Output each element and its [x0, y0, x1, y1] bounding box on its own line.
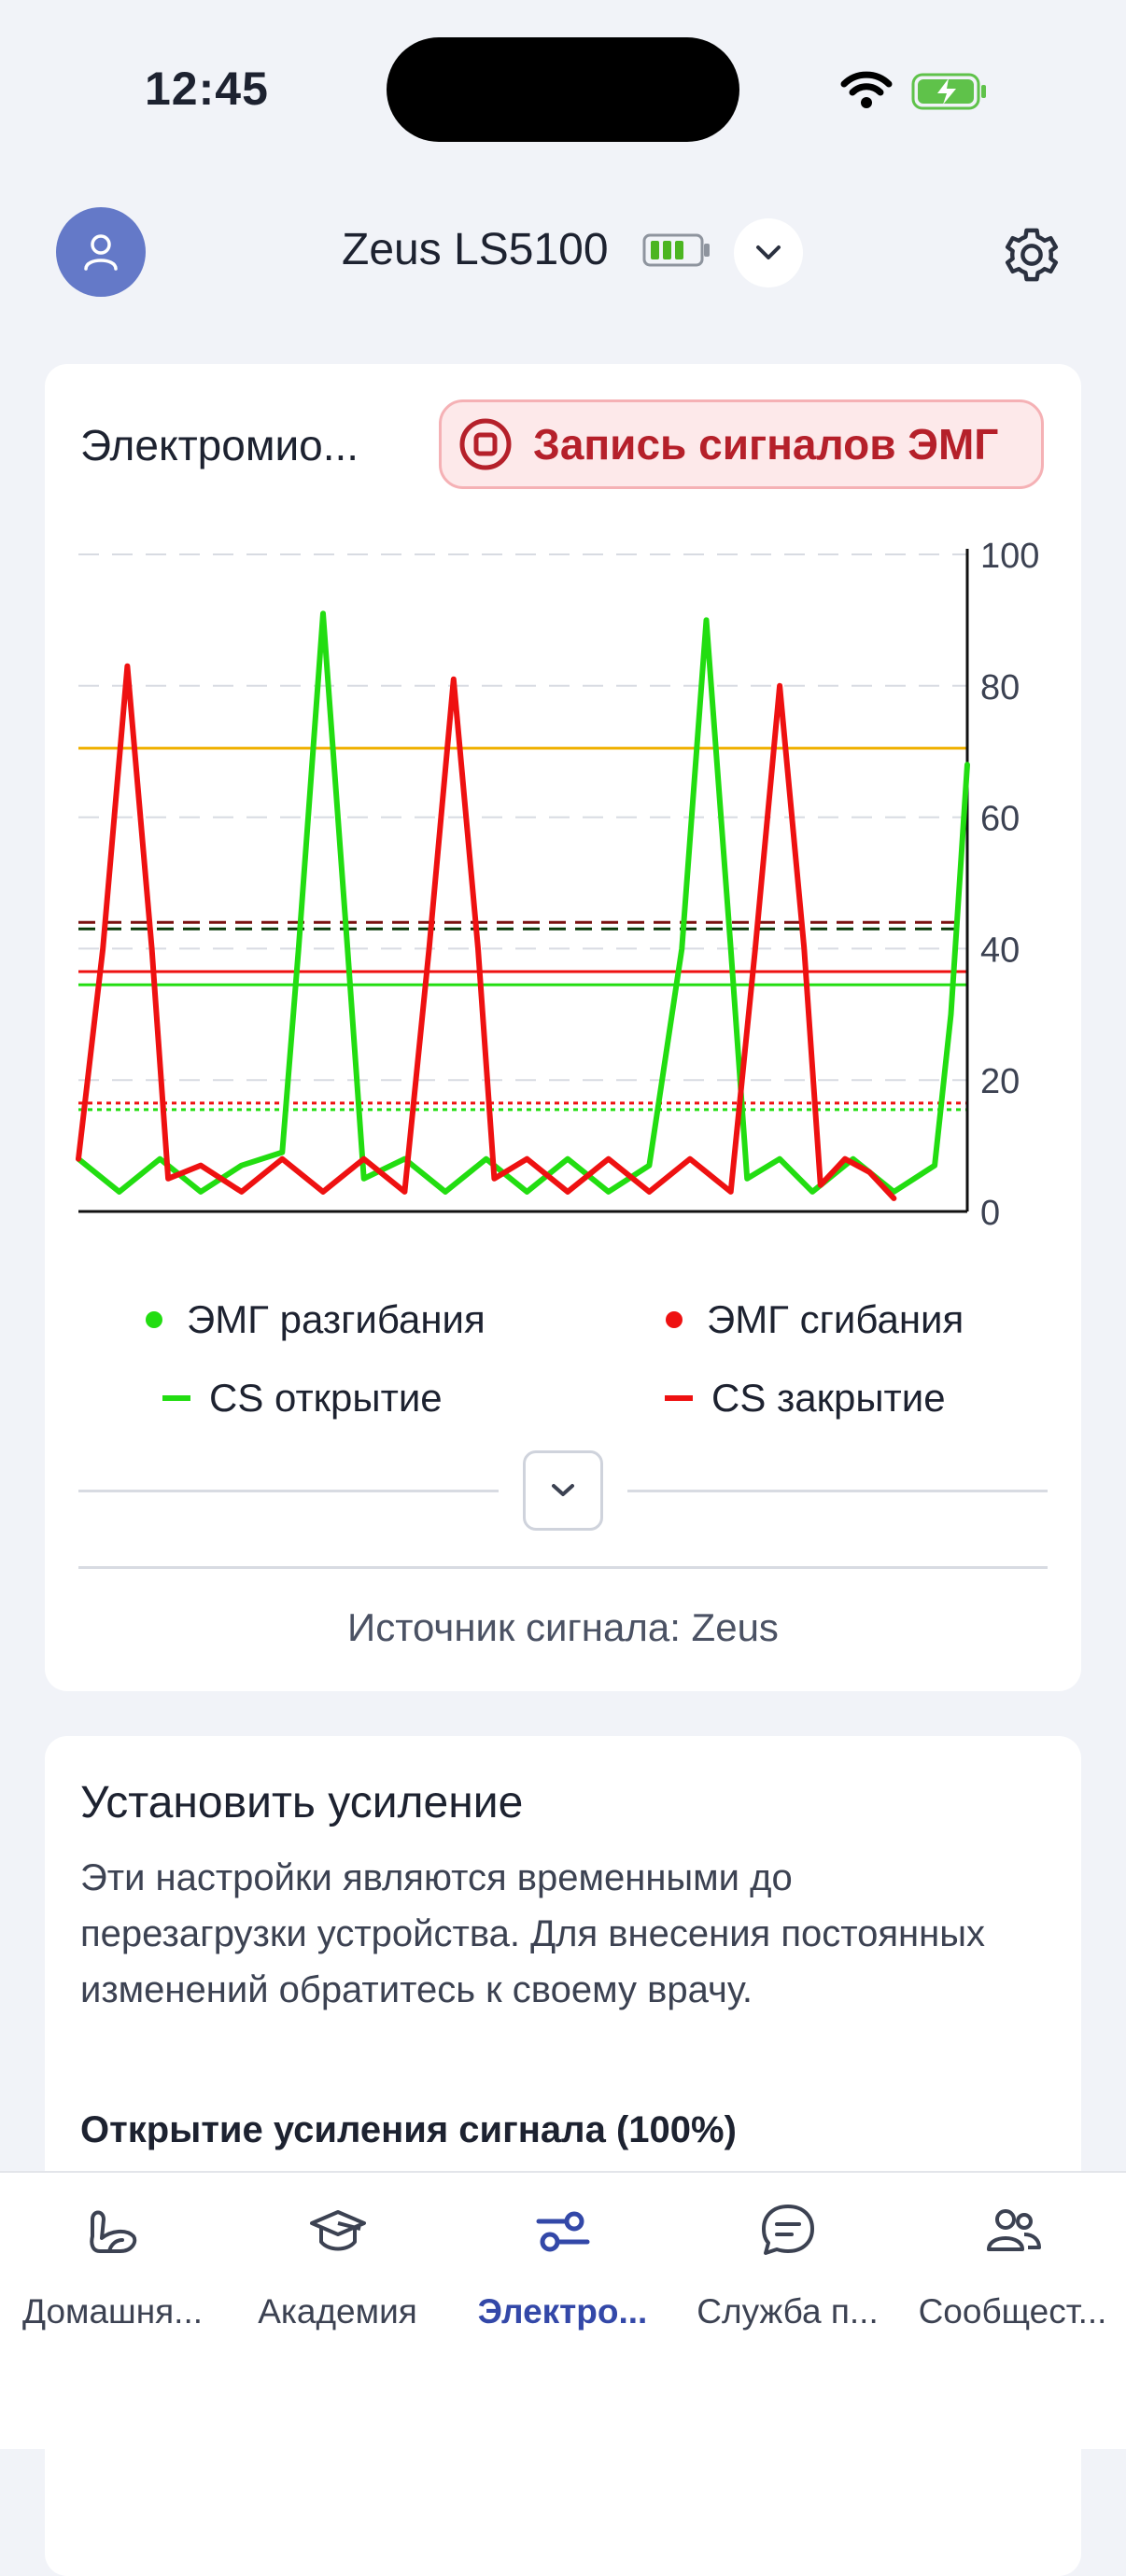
gain-card: Установить усиление Эти настройки являют… — [45, 1736, 1081, 2576]
tab-community[interactable]: Сообщест... — [900, 2173, 1125, 2359]
device-dropdown-button[interactable] — [734, 218, 803, 287]
gain-card-title: Установить усиление — [80, 1778, 524, 1827]
tab-label: Сообщест... — [918, 2292, 1107, 2331]
tab-label: Академия — [258, 2292, 417, 2331]
legend-dot — [666, 1311, 683, 1328]
y-tick-label: 40 — [980, 931, 1020, 970]
legend-label: CS открытие — [209, 1376, 443, 1420]
series-emg-flexion — [76, 663, 897, 1201]
emg-card-title: Электромио... — [80, 421, 359, 469]
device-battery-icon — [642, 233, 710, 267]
home-arm-icon — [89, 2210, 136, 2253]
status-time: 12:45 — [145, 63, 269, 115]
gain-card-description: Эти настройки являются временными до пер… — [80, 1857, 985, 2010]
y-tick-label: 100 — [980, 537, 1039, 576]
legend-dash — [162, 1395, 190, 1401]
legend-emg-extension: ЭМГ разгибания — [146, 1297, 486, 1342]
divider — [627, 1490, 1048, 1492]
tab-label: Служба п... — [697, 2292, 879, 2331]
legend-cs-close: CS закрытие — [665, 1376, 946, 1421]
tab-academy[interactable]: Академия — [225, 2173, 450, 2359]
legend-label: ЭМГ сгибания — [707, 1297, 964, 1341]
divider — [78, 1490, 499, 1492]
emg-card: Электромио... Запись сигналов ЭМГ 0 20 40 6… — [45, 364, 1081, 1691]
chevron-down-icon — [552, 1484, 574, 1496]
y-tick-label: 0 — [980, 1194, 1000, 1233]
y-tick-label: 80 — [980, 668, 1020, 707]
sliders-icon — [536, 2211, 589, 2252]
divider — [78, 1566, 1048, 1569]
legend-dot — [146, 1311, 162, 1328]
legend-dash — [665, 1395, 693, 1401]
battery-charging-icon — [911, 73, 986, 110]
y-tick-label: 60 — [980, 800, 1020, 839]
profile-avatar-button[interactable] — [56, 207, 146, 297]
legend-label: ЭМГ разгибания — [187, 1297, 486, 1341]
bottom-tab-bar: Домашня... Академия Электро... Служба п.… — [0, 2171, 1126, 2449]
chat-icon — [761, 2205, 814, 2255]
record-emg-button[interactable]: Запись сигналов ЭМГ — [439, 399, 1044, 489]
expand-chart-button[interactable] — [523, 1450, 603, 1531]
tab-label: Домашня... — [21, 2292, 204, 2331]
status-bar: 12:45 — [0, 0, 1126, 177]
legend-cs-open: CS открытие — [162, 1376, 443, 1421]
chevron-down-icon — [756, 245, 781, 259]
y-tick-label: 20 — [980, 1062, 1020, 1101]
open-gain-label: Открытие усиления сигнала (100%) — [80, 2109, 737, 2150]
dynamic-island — [387, 37, 739, 142]
emg-chart: 0 20 40 60 80 100 — [76, 537, 1039, 1233]
series-emg-extension — [76, 610, 970, 1195]
wifi-icon — [840, 71, 893, 108]
signal-source: Источник сигнала: Zeus — [347, 1605, 779, 1649]
legend-emg-flexion: ЭМГ сгибания — [666, 1297, 964, 1342]
tab-label: Электро... — [477, 2292, 648, 2331]
community-icon — [986, 2209, 1041, 2251]
device-name[interactable]: Zeus LS5100 — [342, 225, 609, 274]
user-icon — [84, 234, 118, 271]
graduation-cap-icon — [309, 2210, 366, 2251]
record-emg-label: Запись сигналов ЭМГ — [533, 420, 999, 469]
tab-electro[interactable]: Электро... — [450, 2173, 675, 2359]
tab-home[interactable]: Домашня... — [0, 2173, 225, 2359]
legend-label: CS закрытие — [711, 1376, 946, 1420]
tab-support[interactable]: Служба п... — [675, 2173, 900, 2359]
stop-record-icon — [459, 418, 512, 470]
settings-gear-icon[interactable] — [1001, 224, 1063, 286]
app-header: Zeus LS5100 — [0, 196, 1126, 308]
